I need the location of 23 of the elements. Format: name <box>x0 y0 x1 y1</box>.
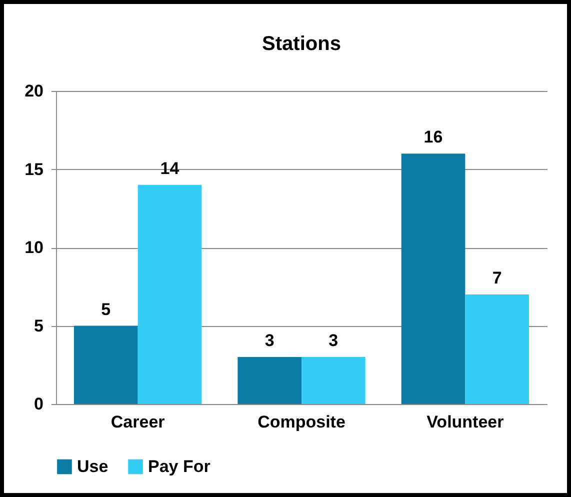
x-tick-label: Composite <box>258 412 346 432</box>
y-tick-label: 10 <box>24 238 44 257</box>
y-tick-label: 15 <box>24 160 44 179</box>
bar <box>138 184 202 404</box>
data-label: 5 <box>101 300 111 319</box>
data-label: 3 <box>264 331 274 350</box>
data-label: 14 <box>160 158 180 178</box>
data-label: 7 <box>492 268 502 288</box>
bar <box>401 154 466 404</box>
x-tick-label: Career <box>110 412 166 432</box>
x-tick-label: Volunteer <box>426 412 504 432</box>
bar <box>302 357 366 404</box>
chart-title: Stations <box>262 33 341 55</box>
legend-label: Use <box>77 456 108 476</box>
bar <box>238 357 302 404</box>
data-label: 16 <box>424 128 443 147</box>
data-label: 3 <box>328 331 338 350</box>
legend-label: Pay For <box>148 456 211 476</box>
y-tick-label: 0 <box>34 394 44 414</box>
y-tick-label: 20 <box>24 82 44 100</box>
bar <box>74 326 138 404</box>
bar <box>465 294 529 404</box>
y-tick-label: 5 <box>34 316 44 336</box>
